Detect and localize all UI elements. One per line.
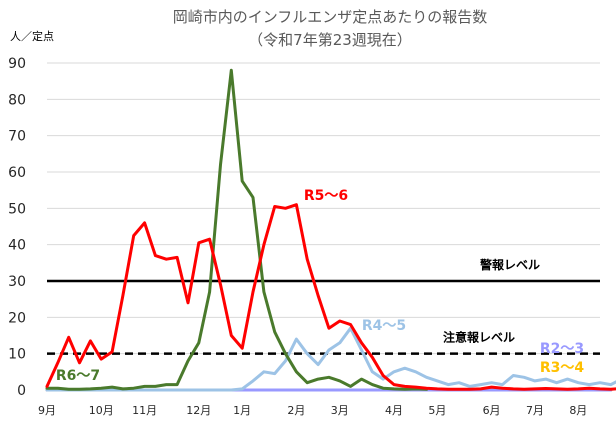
x-tick-2: 11月	[132, 404, 157, 417]
series-line-0	[45, 203, 616, 391]
series-label-3: R2～3	[540, 341, 584, 357]
chart-title: 岡崎市内のインフルエンザ定点あたりの報告数	[173, 8, 488, 26]
x-tick-6: 3月	[331, 404, 349, 417]
x-tick-1: 10月	[89, 404, 114, 417]
x-tick-labels: 9月 10月 11月 12月 1月 2月 3月 4月 5月 6月 7月 8月	[38, 404, 587, 417]
x-tick-7: 4月	[385, 404, 403, 417]
y-tick-30: 30	[8, 274, 26, 290]
y-tick-0: 0	[17, 383, 26, 399]
series-lines	[45, 68, 616, 392]
y-tick-60: 60	[8, 165, 26, 181]
series-labels: R5～6 R6～7 R4～5 R2～3 R3～4	[56, 188, 585, 384]
x-tick-10: 7月	[526, 404, 544, 417]
series-line-1	[45, 68, 428, 391]
gridlines	[47, 62, 600, 391]
x-tick-5: 2月	[287, 404, 305, 417]
series-label-0: R5～6	[304, 188, 348, 204]
chart-subtitle: （令和7年第23週現在）	[248, 31, 412, 49]
y-tick-70: 70	[8, 129, 26, 145]
y-tick-40: 40	[8, 238, 26, 254]
y-tick-10: 10	[8, 347, 26, 363]
reference-label-0: 警報レベル	[479, 257, 540, 272]
x-tick-9: 6月	[483, 404, 501, 417]
y-tick-labels: 0 10 20 30 40 50 60 70 80 90	[8, 56, 26, 399]
x-tick-8: 5月	[428, 404, 446, 417]
y-tick-20: 20	[8, 310, 26, 326]
x-tick-0: 9月	[38, 404, 56, 417]
x-tick-4: 1月	[233, 404, 251, 417]
y-tick-50: 50	[8, 201, 26, 217]
series-label-1: R6～7	[56, 368, 100, 384]
y-tick-90: 90	[8, 56, 26, 72]
series-label-2: R4～5	[362, 318, 406, 334]
series-line-2	[45, 326, 616, 392]
reference-label-1: 注意報レベル	[443, 330, 515, 345]
x-tick-11: 8月	[569, 404, 587, 417]
y-tick-80: 80	[8, 92, 26, 108]
y-axis-unit: 人／定点	[10, 29, 54, 43]
series-label-4: R3～4	[540, 360, 585, 376]
x-tick-3: 12月	[186, 404, 211, 417]
